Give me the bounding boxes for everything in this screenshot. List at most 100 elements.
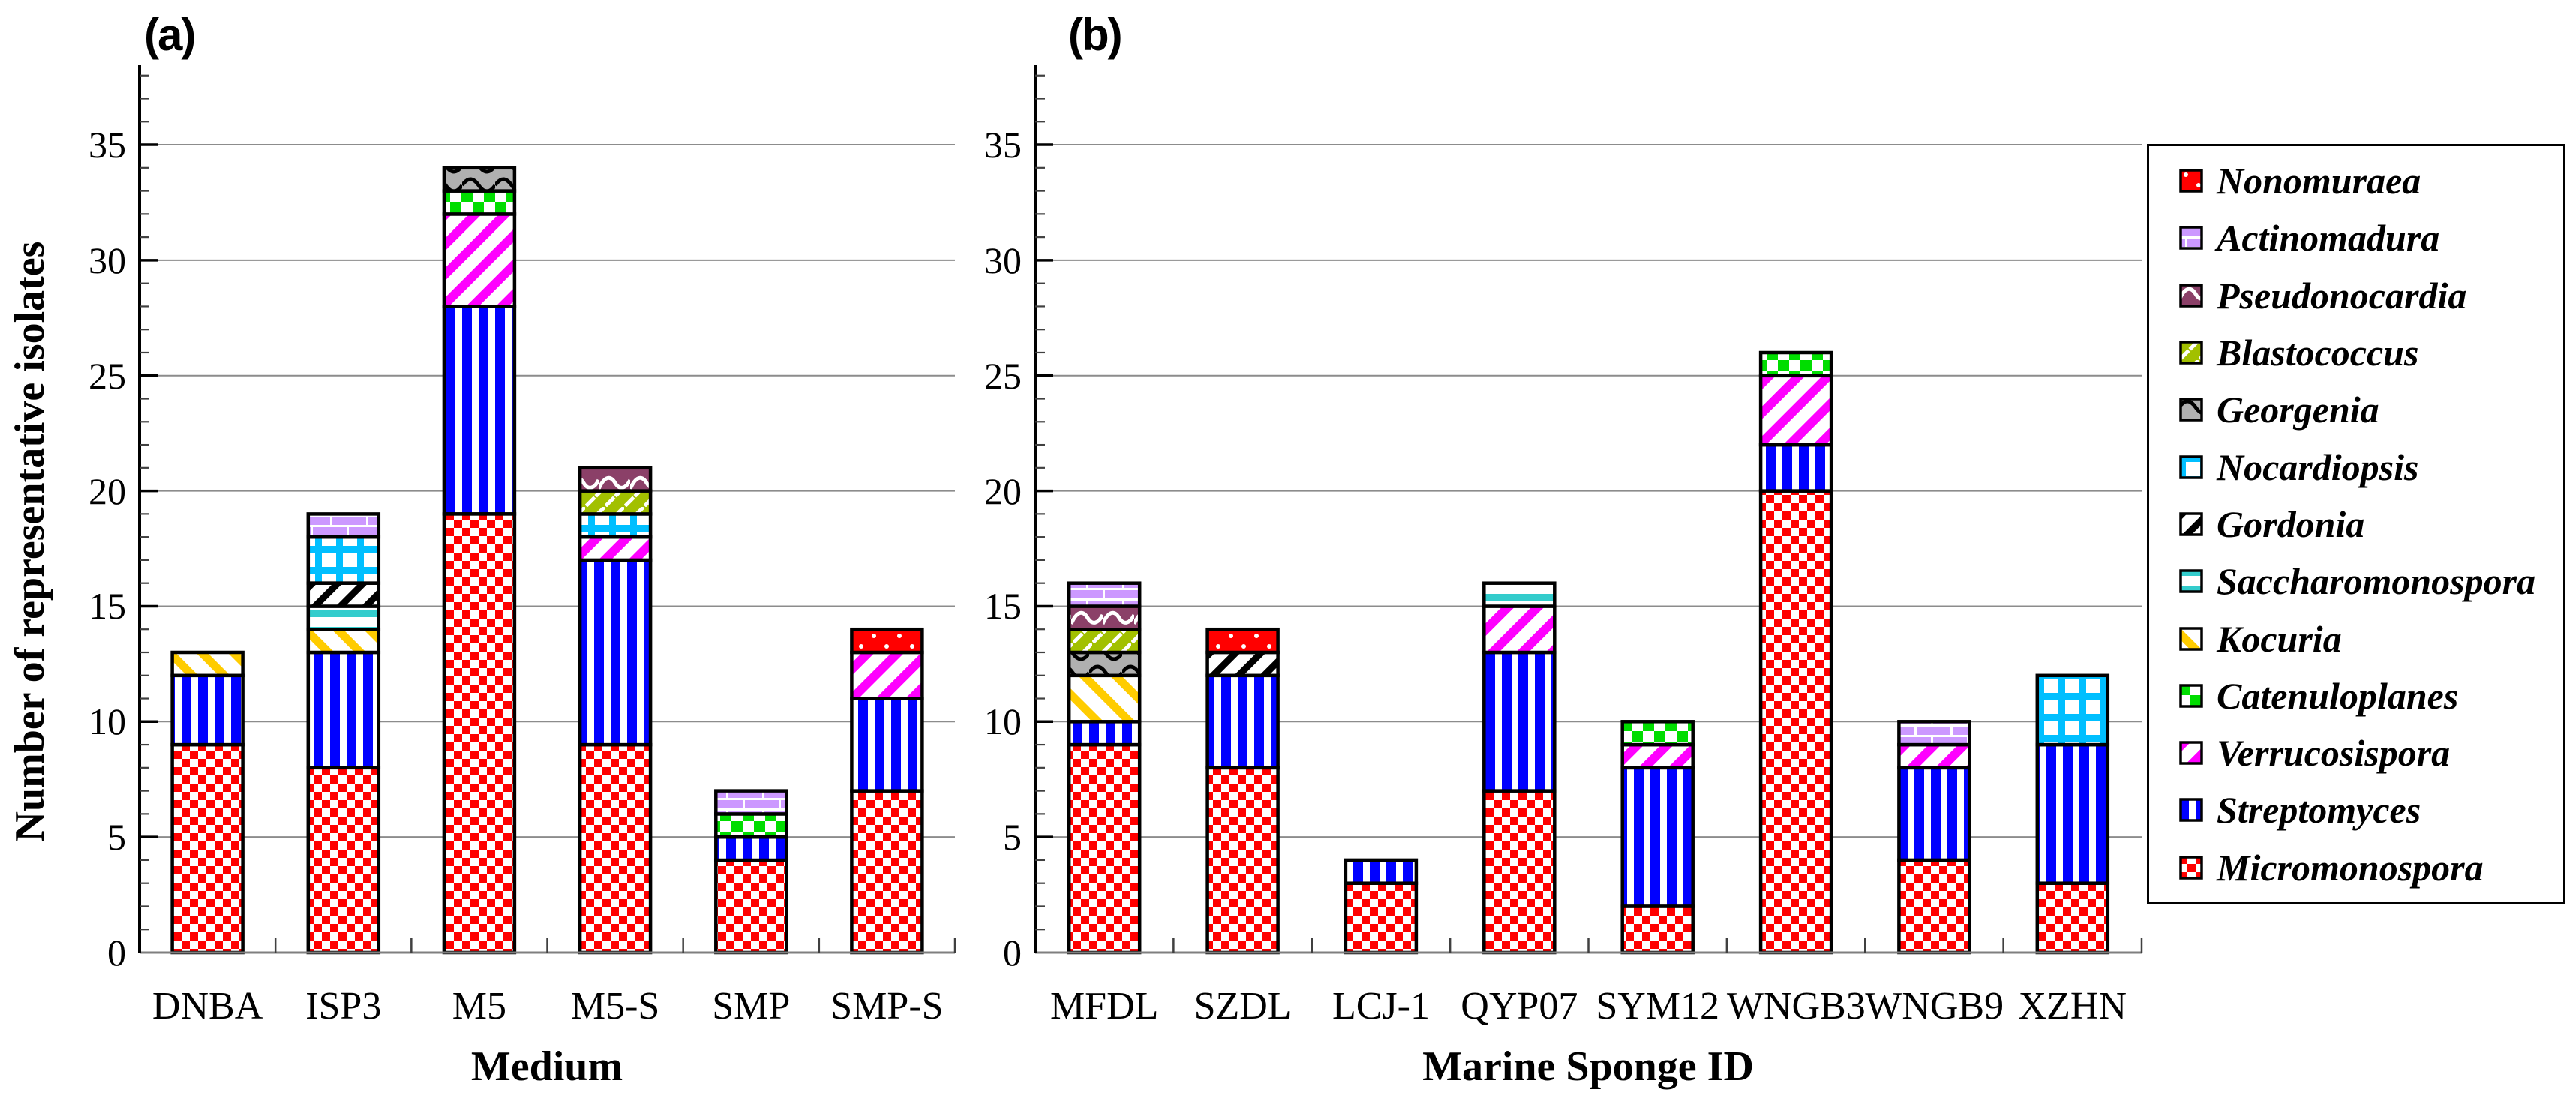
- bar-segment-MFDL-Streptomyces: [1067, 720, 1142, 747]
- legend-item: Nocardiopsis: [2179, 446, 2559, 489]
- y-tick-label: 0: [1003, 932, 1022, 974]
- legend-swatch-rect: [2179, 798, 2203, 823]
- bar-segment-SYM12-Micromonospora: [1620, 904, 1695, 955]
- bar-segment-SMP-Catenuloplanes: [714, 812, 788, 839]
- bar-segment-M5-Catenuloplanes: [442, 189, 517, 216]
- bar-segment-WNGB9-Micromonospora: [1897, 858, 1971, 955]
- legend-label: Pseudonocardia: [2217, 274, 2467, 316]
- bar-segment-XZHN-Nocardiopsis: [2035, 674, 2110, 747]
- legend-swatch-rect: [2179, 398, 2203, 422]
- bar-segment-WNGB9-Actinomadura: [1897, 720, 1971, 747]
- bar-segment-WNGB3-Micromonospora: [1758, 489, 1833, 955]
- bar-segment-WNGB3-Streptomyces: [1758, 442, 1833, 493]
- y-tick-label: 5: [107, 816, 126, 859]
- legend-item: Blastococcus: [2179, 331, 2559, 374]
- y-tick-label: 25: [89, 354, 126, 397]
- y-tick-label: 5: [1003, 816, 1022, 859]
- bar-segment-ISP3-Kocuria: [306, 627, 381, 655]
- y-tick-label: 30: [984, 238, 1022, 281]
- y-tick-label: 10: [89, 700, 126, 743]
- legend-label: Kocuria: [2217, 617, 2342, 660]
- bar-segment-LCJ-1-Micromonospora: [1344, 881, 1419, 955]
- bar-segment-MFDL-Micromonospora: [1067, 742, 1142, 955]
- bar-segment-WNGB9-Verrucosispora: [1897, 742, 1971, 770]
- panel-b-letter: (b): [1068, 10, 1123, 60]
- bar-segment-M5-S-Streptomyces: [578, 558, 653, 747]
- legend-item: Actinomadura: [2179, 216, 2559, 260]
- legend-swatch-rect: [2179, 626, 2203, 651]
- legend-swatch-georgenia: [2179, 398, 2203, 422]
- y-tick-label: 0: [107, 932, 126, 974]
- y-tick-label: 20: [984, 470, 1022, 512]
- x-category-label: ISP3: [305, 985, 382, 1028]
- y-tick-label: 15: [89, 585, 126, 628]
- bar-segment-SYM12-Verrucosispora: [1620, 742, 1695, 770]
- bar-segment-SMP-Micromonospora: [714, 858, 788, 955]
- y-tick-label: 35: [984, 124, 1022, 166]
- legend-label: Nocardiopsis: [2217, 446, 2419, 488]
- legend-swatch-blastococcus: [2179, 340, 2203, 364]
- bar-segment-ISP3-Actinomadura: [306, 512, 381, 539]
- bar-segment-ISP3-Saccharomonospora: [306, 604, 381, 632]
- bar-segment-MFDL-Pseudonocardia: [1067, 604, 1142, 632]
- bar-segment-SYM12-Catenuloplanes: [1620, 720, 1695, 747]
- legend-swatch-rect: [2179, 226, 2203, 250]
- legend-swatch-rect: [2179, 454, 2203, 479]
- legend-item: Saccharomonospora: [2179, 560, 2559, 603]
- bar-segment-SZDL-Streptomyces: [1205, 674, 1280, 770]
- x-category-label: XZHN: [2018, 985, 2127, 1028]
- bar-segment-M5-Georgenia: [442, 166, 517, 193]
- x-category-label: LCJ-1: [1332, 985, 1430, 1028]
- x-axis-title-medium: Medium: [470, 1043, 623, 1090]
- bar-segment-DNBA-Kocuria: [170, 650, 245, 678]
- bar-segment-DNBA-Streptomyces: [170, 674, 245, 747]
- bar-segment-MFDL-Blastococcus: [1067, 627, 1142, 655]
- bar-segment-XZHN-Micromonospora: [2035, 881, 2110, 955]
- bar-segment-SMP-S-Verrucosispora: [850, 650, 924, 700]
- legend-swatch-micromonospora: [2179, 855, 2203, 880]
- bar-segment-SMP-Streptomyces: [714, 835, 788, 862]
- x-category-label: WNGB9: [1865, 985, 2004, 1028]
- legend-swatch-rect: [2179, 741, 2203, 765]
- bar-segment-QYP07-Streptomyces: [1482, 650, 1557, 793]
- x-category-label: SZDL: [1193, 985, 1292, 1028]
- legend-swatch-nocardiopsis: [2179, 454, 2203, 479]
- bar-segment-M5-S-Pseudonocardia: [578, 466, 653, 493]
- legend-swatch-rect: [2179, 569, 2203, 593]
- bar-segment-ISP3-Streptomyces: [306, 650, 381, 770]
- legend-swatch-rect: [2179, 169, 2203, 193]
- legend-swatch-gordonia: [2179, 512, 2203, 536]
- bar-segment-ISP3-Micromonospora: [306, 766, 381, 955]
- legend-label: Verrucosispora: [2217, 732, 2451, 775]
- legend-swatch-rect: [2179, 340, 2203, 364]
- legend-label: Gordonia: [2217, 502, 2365, 545]
- legend: Nonomuraea Actinomadura Pseudonocardia Blas…: [2147, 144, 2565, 904]
- bar-segment-M5-S-Micromonospora: [578, 742, 653, 955]
- legend-label: Saccharomonospora: [2217, 560, 2536, 603]
- bar-segment-MFDL-Actinomadura: [1067, 581, 1142, 608]
- bar-segment-SZDL-Micromonospora: [1205, 766, 1280, 955]
- legend-swatch-verrucosispora: [2179, 741, 2203, 765]
- bar-segment-LCJ-1-Streptomyces: [1344, 858, 1419, 885]
- legend-swatch-streptomyces: [2179, 798, 2203, 823]
- bar-segment-SYM12-Streptomyces: [1620, 766, 1695, 908]
- legend-item: Micromonospora: [2179, 846, 2559, 890]
- legend-item: Streptomyces: [2179, 788, 2559, 832]
- bar-segment-SMP-Actinomadura: [714, 789, 788, 816]
- legend-swatch-nonomuraea: [2179, 169, 2203, 193]
- bar-segment-M5-S-Nocardiopsis: [578, 512, 653, 539]
- bar-segment-SZDL-Gordonia: [1205, 650, 1280, 678]
- legend-label: Nonomuraea: [2217, 160, 2421, 202]
- legend-swatch-actinomadura: [2179, 226, 2203, 250]
- bar-segment-DNBA-Micromonospora: [170, 742, 245, 955]
- legend-item: Gordonia: [2179, 502, 2559, 546]
- y-tick-label: 30: [89, 238, 126, 281]
- bar-segment-QYP07-Micromonospora: [1482, 789, 1557, 955]
- y-tick-label: 25: [984, 354, 1022, 397]
- x-category-label: MFDL: [1049, 985, 1159, 1028]
- legend-label: Blastococcus: [2217, 332, 2419, 374]
- legend-swatch-rect: [2179, 684, 2203, 708]
- bar-segment-M5-Streptomyces: [442, 304, 517, 516]
- bar-segment-M5-Verrucosispora: [442, 212, 517, 308]
- x-category-label: SYM12: [1596, 985, 1720, 1028]
